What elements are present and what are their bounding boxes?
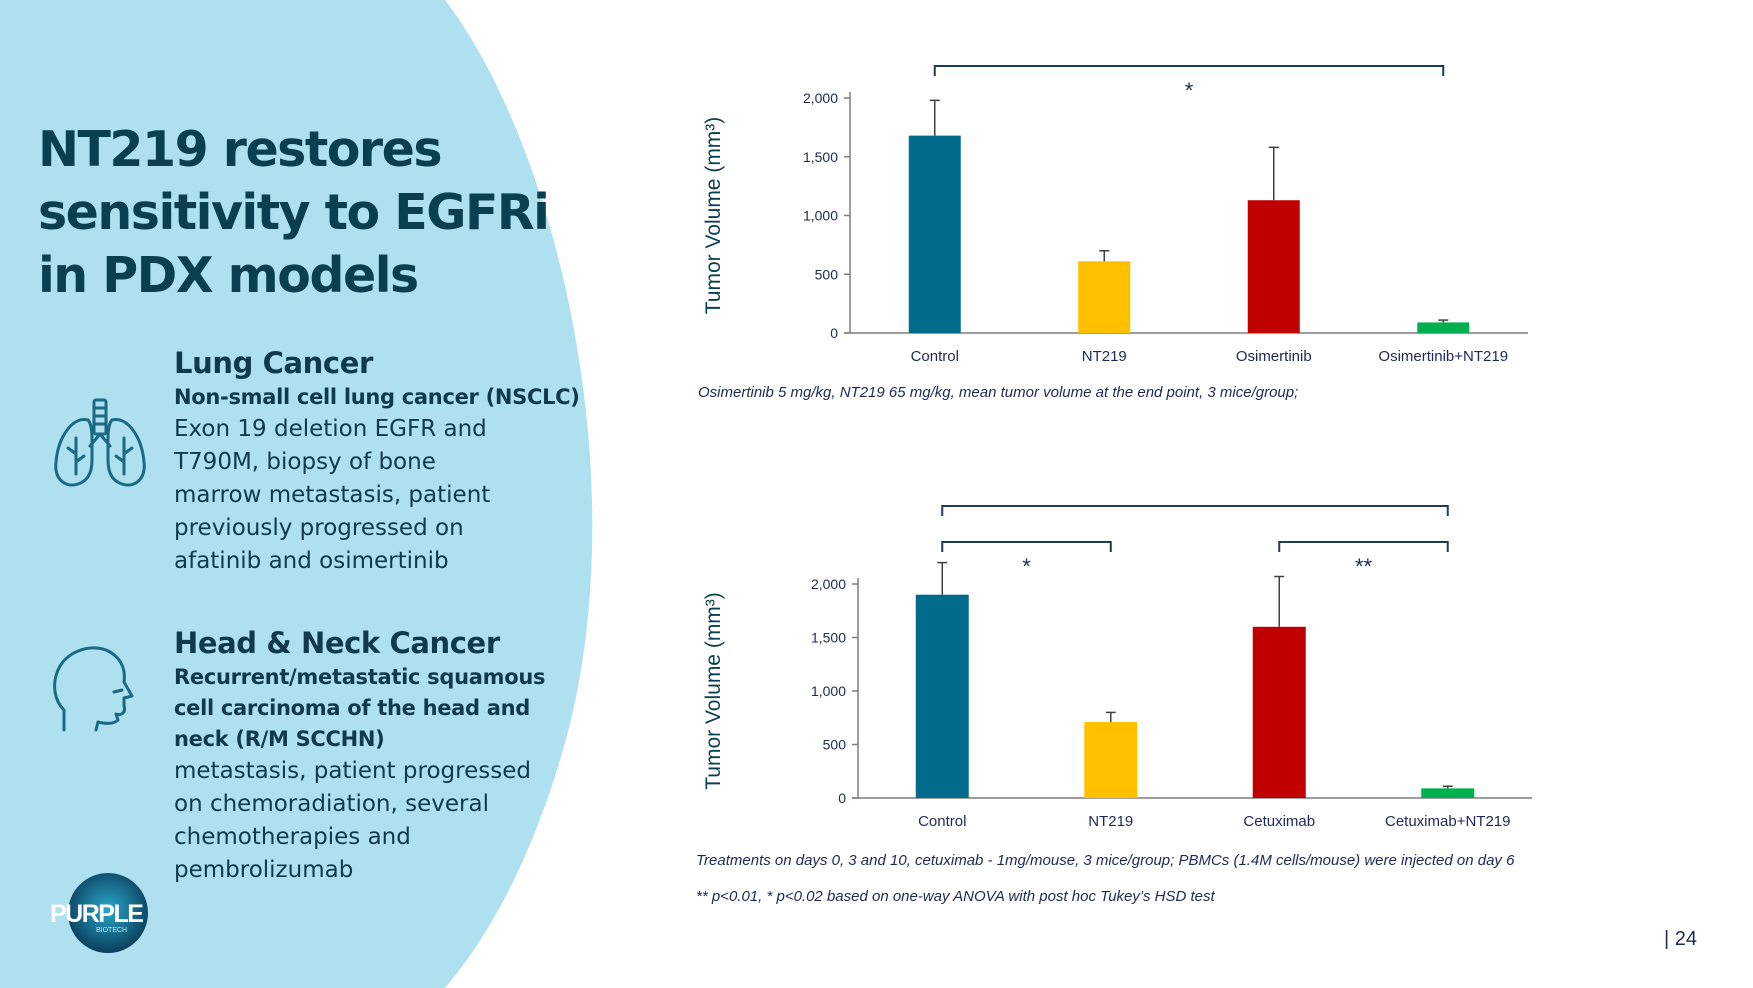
y-tick-label: 500	[815, 266, 839, 282]
logo-subtext: BIOTECH	[96, 927, 127, 934]
chart1-svg: 0 500 1,000 1,500 2,000 Tumor Volume (mm³) Con…	[702, 65, 1528, 365]
chart-cetuximab: 0 500 1,000 1,500 2,000 Tumor Volume (mm³) Con…	[690, 500, 1550, 830]
logo-text: PURPLE	[50, 900, 143, 928]
bar	[1247, 200, 1300, 333]
chart2-svg: 0 500 1,000 1,500 2,000 Tumor Volume (mm³) Con…	[702, 505, 1532, 830]
lungs-icon	[54, 398, 146, 487]
y-tick-label: 0	[838, 790, 846, 806]
y-tick-label: 2,000	[811, 576, 846, 592]
chart2-caption-line2: ** p<0.01, * p<0.02 based on one-way ANO…	[696, 888, 1215, 905]
significance-bracket	[1278, 541, 1449, 552]
page-number: | 24	[1664, 928, 1697, 950]
purple-biotech-logo: PURPLE BIOTECH	[50, 873, 148, 953]
x-tick-label: Osimertinib	[1236, 348, 1312, 365]
section-body-line: marrow metastasis, patient	[174, 482, 491, 508]
section-title: Head & Neck Cancer	[174, 626, 500, 660]
section-subtitle: Non-small cell lung cancer (NSCLC)	[174, 385, 580, 409]
y-tick-label: 2,000	[803, 90, 838, 106]
chart1-caption: Osimertinib 5 mg/kg, NT219 65 mg/kg, mea…	[698, 384, 1299, 401]
chart2-caption-line1: Treatments on days 0, 3 and 10, cetuxima…	[696, 852, 1515, 869]
bar	[1078, 261, 1131, 333]
head-neck-cancer-section: Head & Neck Cancer Recurrent/metastatic …	[174, 624, 584, 887]
bar	[1084, 722, 1138, 798]
y-axis-label: Tumor Volume (mm³)	[702, 592, 725, 790]
title-line: sensitivity to EGFRi	[38, 184, 550, 241]
bar	[915, 594, 969, 798]
title-line: NT219 restores	[38, 121, 443, 178]
section-body-line: pembrolizumab	[174, 857, 354, 883]
section-subtitle: Recurrent/metastatic squamous	[174, 665, 546, 689]
section-body-line: metastasis, patient progressed	[174, 758, 531, 784]
bar	[1252, 626, 1306, 798]
x-tick-label: Osimertinib+NT219	[1378, 348, 1508, 365]
significance-bracket	[941, 505, 1449, 516]
bar	[1421, 788, 1475, 798]
lung-cancer-section: Lung Cancer Non-small cell lung cancer (…	[174, 344, 584, 578]
y-tick-label: 1,500	[803, 149, 838, 165]
title-line: in PDX models	[38, 247, 419, 304]
section-body-line: chemotherapies and	[174, 824, 411, 850]
significance-label: **	[1355, 554, 1373, 579]
page-title: NT219 restores sensitivity to EGFRi in P…	[38, 118, 558, 307]
bar	[1417, 322, 1470, 333]
section-body-line: Exon 19 deletion EGFR and	[174, 416, 487, 442]
significance-bracket	[941, 541, 1112, 552]
y-tick-label: 1,500	[811, 630, 846, 646]
significance-label: *	[1022, 554, 1031, 579]
y-tick-label: 500	[823, 737, 847, 753]
section-subtitle: cell carcinoma of the head and	[174, 696, 531, 720]
x-tick-label: Cetuximab	[1243, 813, 1315, 830]
section-body-line: afatinib and osimertinib	[174, 548, 449, 574]
x-tick-label: Control	[918, 813, 966, 830]
y-tick-label: 0	[830, 325, 838, 341]
y-tick-label: 1,000	[803, 208, 838, 224]
y-tick-label: 1,000	[811, 683, 846, 699]
section-body-line: on chemoradiation, several	[174, 791, 489, 817]
x-tick-label: Control	[911, 348, 959, 365]
x-tick-label: Cetuximab+NT219	[1385, 813, 1510, 830]
significance-bracket	[933, 65, 1445, 76]
chart-osimertinib: 0 500 1,000 1,500 2,000 Tumor Volume (mm³) Con…	[690, 52, 1550, 372]
section-title: Lung Cancer	[174, 346, 373, 380]
section-body-line: T790M, biopsy of bone	[174, 449, 436, 475]
x-tick-label: NT219	[1082, 348, 1127, 365]
x-tick-label: NT219	[1088, 813, 1133, 830]
section-subtitle: neck (R/M SCCHN)	[174, 727, 385, 751]
section-body-line: previously progressed on	[174, 515, 464, 541]
bar	[908, 135, 961, 333]
significance-label: *	[1185, 78, 1194, 103]
head-profile-icon	[53, 646, 134, 732]
y-axis-label: Tumor Volume (mm³)	[702, 117, 725, 315]
